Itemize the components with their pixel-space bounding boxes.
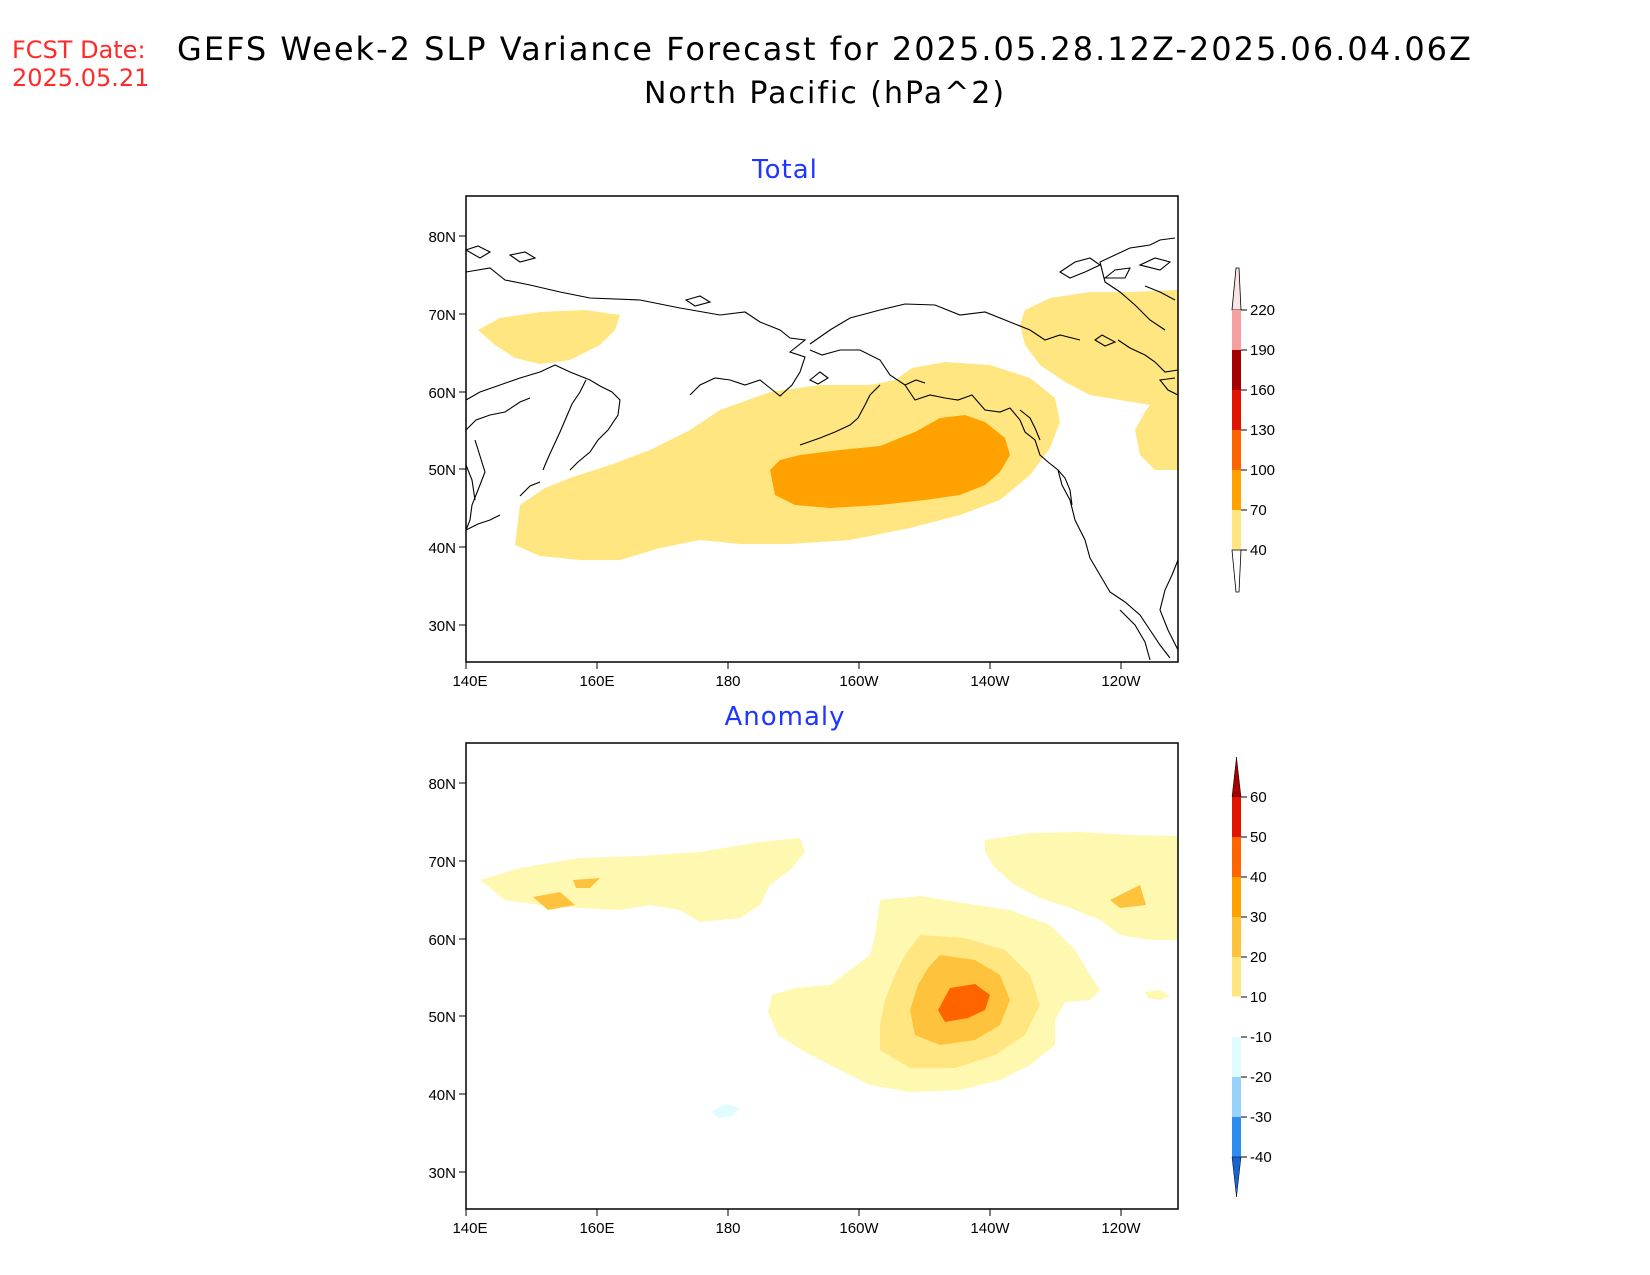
- lon-label-180: 180: [715, 673, 740, 690]
- colorbar-total: 220 190 160 130 100 70 40: [1231, 267, 1275, 593]
- lat-label-60n: 60N: [428, 932, 456, 949]
- forecast-date-label: FCST Date: 2025.05.21: [12, 36, 149, 92]
- colorbar-anomaly-label: 50: [1250, 829, 1267, 846]
- colorbar-total-160-190: [1232, 350, 1241, 390]
- colorbar-total-label: 160: [1250, 382, 1275, 399]
- colorbar-anomaly-neg30-40: [1232, 1117, 1241, 1157]
- colorbar-total-underflow: [1231, 549, 1242, 593]
- colorbar-anomaly-underflow: [1231, 1156, 1242, 1198]
- colorbar-anomaly-label: 60: [1250, 789, 1267, 806]
- anomaly-contour-10-20-arctic-west: [480, 838, 805, 922]
- colorbar-anomaly-label: -10: [1250, 1029, 1272, 1046]
- lat-label-80n: 80N: [428, 776, 456, 793]
- colorbar-total-190-220: [1232, 310, 1241, 350]
- lon-label-160e: 160E: [579, 1220, 614, 1237]
- panel-title-anomaly: Anomaly: [724, 702, 846, 732]
- lat-label-50n: 50N: [428, 1009, 456, 1026]
- lat-ticks-anomaly: [459, 782, 466, 1173]
- lon-label-140w: 140W: [970, 673, 1010, 690]
- lat-label-70n: 70N: [428, 854, 456, 871]
- map-frame-anomaly: [465, 742, 1179, 1210]
- panel-anomaly: 80N 70N 60N 50N 40N 30N 140E 160E 180 16…: [428, 742, 1272, 1237]
- colorbar-anomaly-label: 20: [1250, 949, 1267, 966]
- lat-label-40n: 40N: [428, 1087, 456, 1104]
- anomaly-contour-10-20-arctic-east: [985, 832, 1178, 940]
- lon-ticks-anomaly: [465, 1209, 1122, 1216]
- panel-title-total: Total: [752, 155, 818, 185]
- total-contour-70-100: [770, 415, 1010, 508]
- colorbar-anomaly-40-50: [1232, 837, 1241, 877]
- colorbar-total-label: 220: [1250, 302, 1275, 319]
- lon-label-140e: 140E: [452, 1220, 487, 1237]
- colorbar-anomaly-neg10-20: [1232, 1037, 1241, 1077]
- colorbar-total-label: 40: [1250, 542, 1267, 559]
- lat-ticks-total: [459, 235, 466, 626]
- anomaly-contour-10-20-patch: [1145, 990, 1170, 1000]
- lat-label-40n: 40N: [428, 540, 456, 557]
- anomaly-contour-30-40-arctic: [1110, 885, 1146, 908]
- colorbar-total-overflow: [1231, 267, 1242, 311]
- chart-subtitle: North Pacific (hPa^2): [643, 76, 1007, 111]
- lat-label-30n: 30N: [428, 618, 456, 635]
- colorbar-anomaly-label: -40: [1250, 1149, 1272, 1166]
- lon-label-160w: 160W: [839, 1220, 879, 1237]
- total-contour-40-70-arctic-west: [478, 310, 620, 364]
- lat-label-80n: 80N: [428, 229, 456, 246]
- colorbar-anomaly-30-40: [1232, 877, 1241, 917]
- colorbar-anomaly-20-30: [1232, 917, 1241, 957]
- lon-label-120w: 120W: [1101, 673, 1141, 690]
- lon-label-160e: 160E: [579, 673, 614, 690]
- colorbar-anomaly-overflow: [1231, 756, 1242, 798]
- lat-label-30n: 30N: [428, 1165, 456, 1182]
- lat-label-50n: 50N: [428, 462, 456, 479]
- colorbar-anomaly-label: 10: [1250, 989, 1267, 1006]
- colorbar-total-70-100: [1232, 470, 1241, 510]
- colorbar-anomaly-50-60: [1232, 797, 1241, 837]
- colorbar-anomaly-neg20-30: [1232, 1077, 1241, 1117]
- lon-label-140w: 140W: [970, 1220, 1010, 1237]
- colorbar-total-100-130: [1232, 430, 1241, 470]
- map-frame-total: [465, 195, 1179, 663]
- lon-label-120w: 120W: [1101, 1220, 1141, 1237]
- colorbar-anomaly-label: -20: [1250, 1069, 1272, 1086]
- colorbar-total-40-70: [1232, 510, 1241, 550]
- anomaly-contour-30-40-spot1: [533, 892, 575, 910]
- anomaly-contour-40-50: [938, 984, 990, 1022]
- colorbar-total-label: 100: [1250, 462, 1275, 479]
- forecast-date-caption: FCST Date:: [12, 36, 146, 64]
- panel-total: 80N 70N 60N 50N 40N 30N 140E 160E 180 16…: [428, 195, 1275, 690]
- colorbar-anomaly-label: -30: [1250, 1109, 1272, 1126]
- colorbar-total-label: 130: [1250, 422, 1275, 439]
- anomaly-contour-neg10-20: [712, 1104, 740, 1118]
- total-variance-field: [478, 290, 1178, 560]
- colorbar-total-label: 70: [1250, 502, 1267, 519]
- lat-label-60n: 60N: [428, 385, 456, 402]
- colorbar-total-130-160: [1232, 390, 1241, 430]
- colorbar-total-label: 190: [1250, 342, 1275, 359]
- colorbar-anomaly-10-20: [1232, 957, 1241, 997]
- anomaly-contour-30-40-spot2: [573, 878, 600, 888]
- chart-title: GEFS Week-2 SLP Variance Forecast for 20…: [177, 30, 1473, 68]
- forecast-date-value: 2025.05.21: [12, 64, 150, 92]
- lon-label-160w: 160W: [839, 673, 879, 690]
- colorbar-anomaly-label: 30: [1250, 909, 1267, 926]
- anomaly-variance-field: [480, 832, 1178, 1118]
- lat-label-70n: 70N: [428, 307, 456, 324]
- lon-label-180: 180: [715, 1220, 740, 1237]
- lon-ticks-total: [465, 662, 1122, 669]
- colorbar-anomaly-neutral: [1231, 996, 1242, 1038]
- colorbar-anomaly-label: 40: [1250, 869, 1267, 886]
- colorbar-anomaly: 60 50 40 30 20 10 -10 -20 -30 -40: [1231, 756, 1272, 1198]
- lon-label-140e: 140E: [452, 673, 487, 690]
